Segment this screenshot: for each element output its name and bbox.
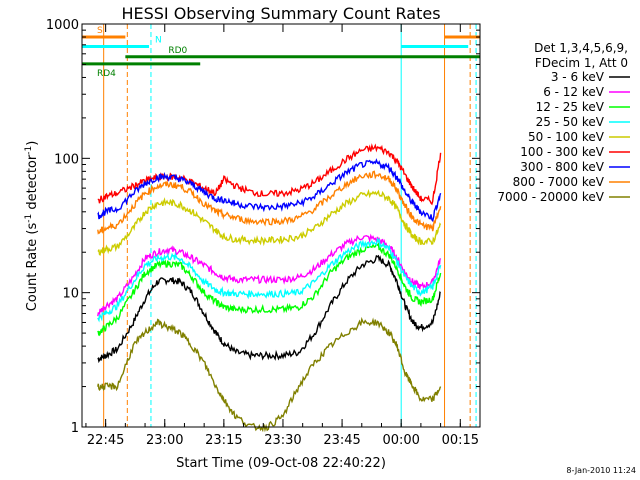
y-tick-label-1: 10 — [62, 287, 79, 302]
y-axis-label-end: ) — [25, 141, 40, 146]
plot-area: S N RD0 RD4 — [82, 24, 480, 433]
series-line-0 — [97, 254, 441, 364]
y-axis-label-sup2: -1 — [24, 146, 34, 155]
series-line-7 — [97, 170, 442, 235]
y-axis-label-mid: detector — [25, 154, 40, 214]
y-tick-label-3: 1000 — [46, 18, 79, 33]
flag-label-rd0: RD0 — [168, 46, 187, 56]
legend-entry-label-1: 6 - 12 keV — [543, 85, 605, 99]
series-line-5 — [97, 143, 442, 206]
series-line-6 — [97, 158, 442, 223]
x-tick-label-1: 23:00 — [146, 433, 183, 448]
legend-entry-label-0: 3 - 6 keV — [551, 70, 605, 84]
y-axis-label-main: Count Rate (s — [25, 223, 40, 312]
x-axis-label: Start Time (09-Oct-08 22:40:22) — [176, 456, 386, 471]
series-line-3 — [97, 237, 442, 323]
series-line-4 — [97, 188, 442, 257]
series-line-1 — [97, 233, 442, 317]
x-tick-label-4: 23:45 — [323, 433, 360, 448]
footer-timestamp: 8-Jan-2010 11:24 — [566, 466, 636, 475]
flag-label-n: N — [155, 35, 162, 45]
plot-frame — [81, 23, 481, 428]
series-line-2 — [97, 242, 442, 337]
legend-entry-label-2: 12 - 25 keV — [536, 100, 605, 114]
legend: Det 1,3,4,5,6,9,FDecim 1, Att 03 - 6 keV… — [497, 41, 630, 204]
x-axis: 22:45 23:00 23:15 23:30 23:45 00:00 00:15 — [85, 24, 481, 448]
y-axis-label-sup1: -1 — [24, 214, 34, 223]
legend-entry-label-8: 7000 - 20000 keV — [497, 190, 604, 204]
x-tick-label-2: 23:15 — [205, 433, 242, 448]
y-tick-label-0: 1 — [71, 421, 79, 436]
legend-entry-label-3: 25 - 50 keV — [536, 115, 605, 129]
x-tick-label-3: 23:30 — [264, 433, 301, 448]
x-tick-label-5: 00:00 — [382, 433, 419, 448]
flag-label-rd4: RD4 — [97, 69, 116, 79]
y-axis-label: Count Rate (s-1 detector-1) — [24, 141, 40, 312]
x-tick-label-6: 00:15 — [442, 433, 479, 448]
legend-header-0: Det 1,3,4,5,6,9, — [534, 41, 628, 55]
legend-entry-label-7: 800 - 7000 keV — [513, 175, 605, 189]
y-axis: 1 10 100 1000 — [46, 18, 480, 436]
legend-header-1: FDecim 1, Att 0 — [535, 56, 628, 70]
legend-entry-label-6: 300 - 800 keV — [520, 160, 604, 174]
flag-label-s: S — [97, 26, 103, 36]
x-tick-label-0: 22:45 — [87, 433, 124, 448]
legend-entry-label-4: 50 - 100 keV — [528, 130, 605, 144]
y-tick-label-2: 100 — [54, 152, 79, 167]
series-line-8 — [97, 316, 442, 433]
chart-title: HESSI Observing Summary Count Rates — [121, 4, 440, 23]
legend-entry-label-5: 100 - 300 keV — [520, 145, 604, 159]
